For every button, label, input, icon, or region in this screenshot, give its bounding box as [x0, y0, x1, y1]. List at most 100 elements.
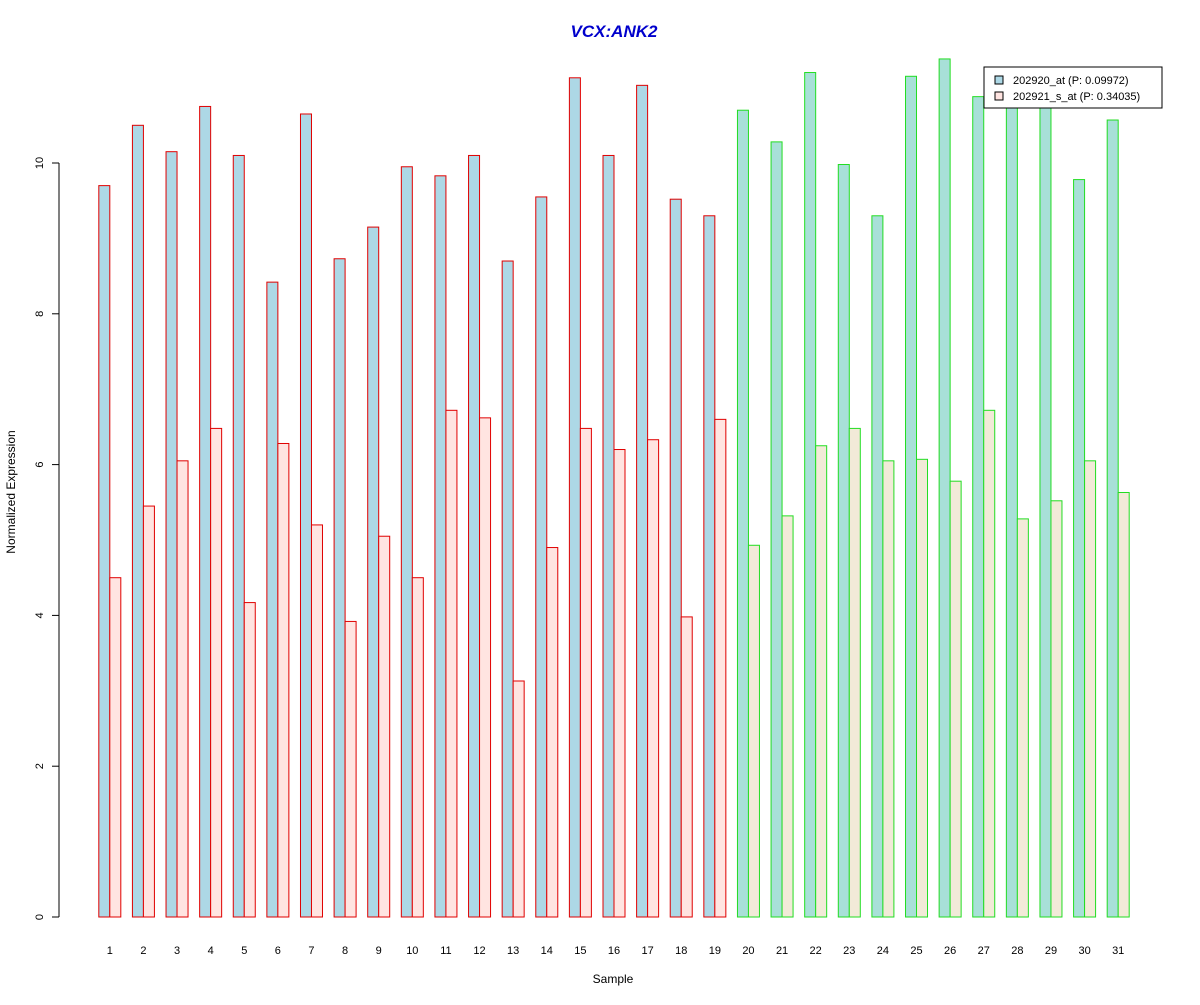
x-tick-label: 1	[107, 945, 113, 957]
x-tick-label: 26	[944, 945, 956, 957]
bar-series1-sample-26	[938, 58, 951, 918]
x-tick-label: 6	[275, 945, 281, 957]
legend-swatch-series1	[994, 75, 1004, 85]
bar-series1-sample-17	[636, 84, 649, 918]
bar-series2-sample-6	[277, 442, 290, 918]
bar-series2-sample-8	[344, 620, 357, 918]
bar-series2-sample-18	[680, 616, 693, 918]
x-tick-label: 16	[608, 945, 620, 957]
bar-series1-sample-28	[1005, 104, 1018, 918]
bar-series1-sample-8	[333, 258, 346, 918]
legend-swatch-series2	[994, 91, 1004, 101]
x-tick-label: 8	[342, 945, 348, 957]
x-tick-label: 19	[709, 945, 721, 957]
bar-series1-sample-25	[905, 75, 918, 918]
x-tick-label: 14	[541, 945, 553, 957]
bar-series1-sample-19	[703, 215, 716, 918]
x-tick-label: 18	[675, 945, 687, 957]
bar-series2-sample-28	[1016, 518, 1029, 918]
bar-series2-sample-13	[512, 680, 525, 918]
x-tick-label: 12	[473, 945, 485, 957]
x-tick-label: 17	[641, 945, 653, 957]
x-tick-label: 28	[1011, 945, 1023, 957]
bar-series2-sample-30	[1084, 460, 1097, 918]
bar-series2-sample-29	[1050, 500, 1063, 918]
y-tick-label: 0	[34, 914, 46, 920]
x-tick-label: 29	[1045, 945, 1057, 957]
x-tick-label: 27	[978, 945, 990, 957]
y-tick-label: 4	[34, 612, 46, 618]
bar-series1-sample-7	[299, 113, 312, 918]
legend-label-series2: 202921_s_at (P: 0.34035)	[1013, 91, 1140, 103]
x-tick-label: 4	[208, 945, 214, 957]
x-tick-label: 7	[308, 945, 314, 957]
x-tick-label: 31	[1112, 945, 1124, 957]
bar-series1-sample-23	[837, 164, 850, 918]
bar-series2-sample-10	[411, 577, 424, 918]
x-tick-label: 13	[507, 945, 519, 957]
x-tick-label: 24	[877, 945, 889, 957]
bar-series1-sample-9	[367, 226, 380, 918]
bar-series2-sample-16	[613, 449, 626, 918]
x-tick-label: 11	[440, 945, 451, 957]
bar-series2-sample-3	[176, 460, 189, 918]
bar-series2-sample-12	[479, 417, 492, 918]
bar-series1-sample-18	[669, 198, 682, 918]
bar-series1-sample-2	[131, 124, 144, 918]
y-tick-label: 10	[34, 157, 46, 169]
x-tick-label: 25	[910, 945, 922, 957]
bar-series2-sample-31	[1117, 491, 1130, 918]
bar-series2-sample-4	[210, 427, 223, 918]
x-tick-label: 15	[574, 945, 586, 957]
bar-series1-sample-6	[266, 281, 279, 918]
bar-series1-sample-15	[568, 77, 581, 918]
bar-series2-sample-24	[882, 460, 895, 918]
bar-series2-sample-11	[445, 409, 458, 918]
bar-series1-sample-1	[98, 185, 111, 918]
bar-series1-sample-14	[535, 196, 548, 918]
bar-series1-sample-20	[736, 109, 749, 918]
legend-label-series1: 202920_at (P: 0.09972)	[1013, 75, 1129, 87]
x-tick-labels: 1 2 3 4 5 6 7 8 9 10 11 12 13 14 15 16 17 18 19 20 21 22 23 24 2…	[107, 945, 1125, 957]
y-axis-label: Normalized Expression	[4, 430, 18, 553]
bar-series2-sample-14	[546, 547, 559, 918]
bar-series1-sample-24	[871, 215, 884, 918]
x-tick-label: 2	[140, 945, 146, 957]
bar-series1-sample-21	[770, 141, 783, 918]
bar-series2-sample-17	[647, 439, 660, 918]
bar-series1-sample-29	[1039, 104, 1052, 918]
x-tick-label: 9	[376, 945, 382, 957]
bar-series2-sample-15	[579, 427, 592, 918]
x-axis-label: Sample	[593, 972, 634, 986]
bar-series2-sample-26	[949, 480, 962, 918]
bars-group	[98, 58, 1130, 918]
bar-series2-sample-25	[916, 458, 929, 918]
bar-series1-sample-27	[972, 96, 985, 918]
bar-series2-sample-19	[714, 418, 727, 918]
legend: 202920_at (P: 0.09972) 202921_s_at (P: 0.…	[983, 66, 1163, 109]
x-tick-label: 3	[174, 945, 180, 957]
y-axis: 0 2 4 6 8 10	[34, 157, 60, 920]
bar-series1-sample-3	[165, 151, 178, 918]
bar-series1-sample-16	[602, 154, 615, 918]
bar-series2-sample-1	[109, 577, 122, 918]
x-tick-label: 5	[241, 945, 247, 957]
y-tick-label: 2	[34, 763, 46, 769]
bar-series1-sample-4	[199, 105, 212, 918]
bar-series2-sample-21	[781, 515, 794, 918]
bar-series1-sample-11	[434, 175, 447, 918]
x-tick-label: 23	[843, 945, 855, 957]
y-tick-label: 6	[34, 462, 46, 468]
bar-series2-sample-23	[848, 427, 861, 918]
bar-series2-sample-5	[243, 602, 256, 918]
x-tick-label: 10	[406, 945, 418, 957]
y-tick-label: 8	[34, 311, 46, 317]
bar-series2-sample-7	[310, 524, 323, 918]
x-tick-label: 30	[1078, 945, 1090, 957]
bar-series2-sample-9	[378, 535, 391, 918]
bar-series2-sample-22	[815, 445, 828, 918]
bar-series2-sample-27	[983, 409, 996, 918]
legend-box	[983, 66, 1163, 109]
